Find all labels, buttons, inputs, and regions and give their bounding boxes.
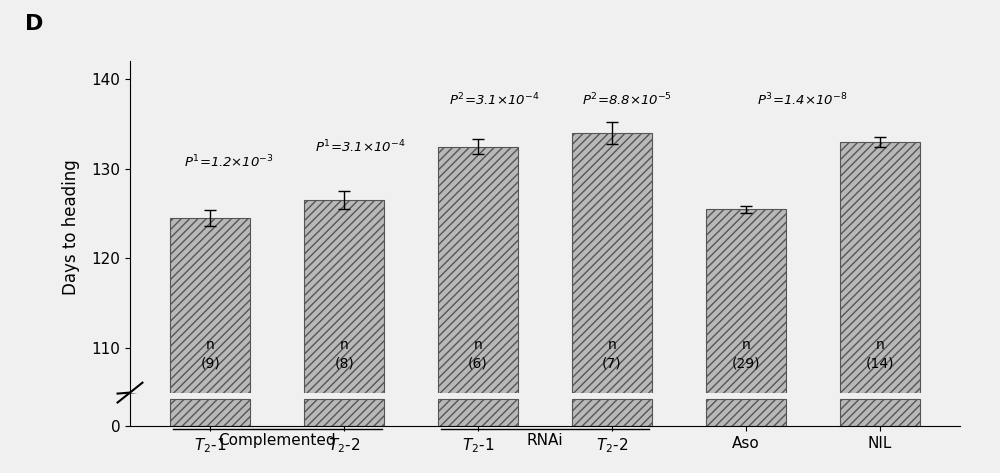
Text: $P^1$=1.2×10$^{-3}$: $P^1$=1.2×10$^{-3}$: [184, 154, 273, 171]
Text: $P^2$=8.8×10$^{-5}$: $P^2$=8.8×10$^{-5}$: [582, 91, 672, 108]
Bar: [304, 399, 384, 426]
Bar: [438, 147, 518, 473]
Text: n
(8): n (8): [334, 338, 354, 370]
Text: n
(9): n (9): [200, 338, 220, 370]
Bar: [572, 399, 652, 426]
Bar: [706, 399, 786, 426]
Bar: [706, 209, 786, 473]
Text: n
(14): n (14): [865, 338, 894, 370]
Text: n
(29): n (29): [732, 338, 760, 370]
Text: Complemented: Complemented: [218, 433, 336, 448]
Text: RNAi: RNAi: [527, 433, 563, 448]
Y-axis label: Days to heading: Days to heading: [62, 159, 80, 295]
Text: D: D: [25, 14, 43, 34]
Text: $P^1$=3.1×10$^{-4}$: $P^1$=3.1×10$^{-4}$: [315, 139, 405, 156]
Text: n
(6): n (6): [468, 338, 488, 370]
Bar: [572, 133, 652, 473]
Bar: [170, 399, 250, 426]
Bar: [840, 399, 920, 426]
Text: $P^2$=3.1×10$^{-4}$: $P^2$=3.1×10$^{-4}$: [449, 91, 539, 108]
Text: n
(7): n (7): [602, 338, 622, 370]
Bar: [170, 218, 250, 473]
Bar: [304, 200, 384, 473]
Bar: [840, 142, 920, 473]
Bar: [438, 399, 518, 426]
Text: $P^3$=1.4×10$^{-8}$: $P^3$=1.4×10$^{-8}$: [757, 91, 847, 108]
